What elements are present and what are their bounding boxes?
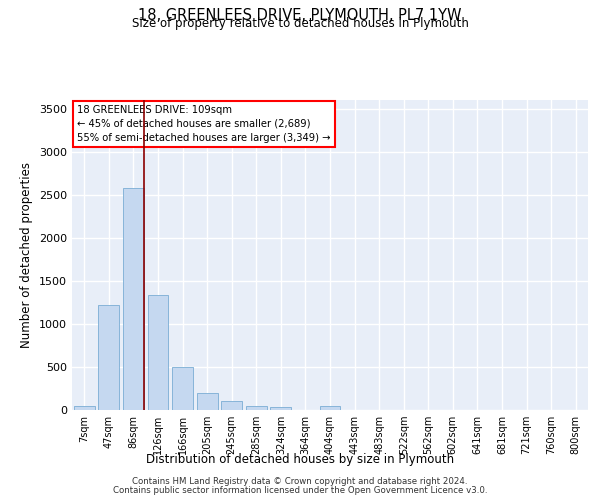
Text: Distribution of detached houses by size in Plymouth: Distribution of detached houses by size …	[146, 452, 454, 466]
Bar	[148, 294, 169, 410]
Bar	[221, 401, 242, 410]
Bar	[74, 406, 95, 410]
Bar	[98, 305, 119, 410]
Text: Size of property relative to detached houses in Plymouth: Size of property relative to detached ho…	[131, 18, 469, 30]
Bar	[271, 406, 292, 410]
Bar	[320, 406, 340, 410]
Bar	[172, 367, 193, 410]
Bar	[197, 393, 218, 410]
Bar	[246, 406, 267, 410]
Text: Contains HM Land Registry data © Crown copyright and database right 2024.: Contains HM Land Registry data © Crown c…	[132, 478, 468, 486]
Text: Contains public sector information licensed under the Open Government Licence v3: Contains public sector information licen…	[113, 486, 487, 495]
Text: 18, GREENLEES DRIVE, PLYMOUTH, PL7 1YW: 18, GREENLEES DRIVE, PLYMOUTH, PL7 1YW	[138, 8, 462, 22]
Y-axis label: Number of detached properties: Number of detached properties	[20, 162, 34, 348]
Bar	[123, 188, 144, 410]
Text: 18 GREENLEES DRIVE: 109sqm
← 45% of detached houses are smaller (2,689)
55% of s: 18 GREENLEES DRIVE: 109sqm ← 45% of deta…	[77, 104, 331, 142]
